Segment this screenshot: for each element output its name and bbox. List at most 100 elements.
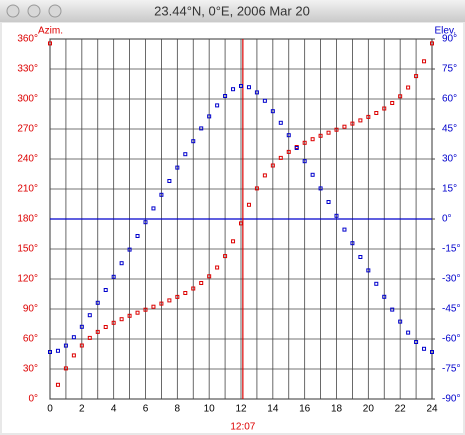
data-point [127,313,132,318]
data-point [135,310,140,315]
data-point [151,304,156,309]
data-point [135,234,140,238]
data-point [398,94,403,99]
y-tick-label: 30° [23,364,38,375]
data-point [350,121,355,126]
data-point [95,300,100,305]
data-point [414,340,419,344]
y-tick-label: 360° [17,34,38,45]
data-point [422,346,427,351]
data-point [231,87,236,92]
y2-tick-label: 60° [442,94,457,105]
y-tick-label: 210° [17,184,38,195]
y2-tick-label: 15° [442,184,457,195]
data-point [302,140,307,145]
close-button[interactable] [6,4,20,18]
data-point [55,382,60,387]
data-point [254,90,259,95]
x-tick-label: 10 [204,404,216,415]
data-point [374,111,379,115]
y2-tick-label: 45° [442,124,457,135]
y2-tick-label: 0° [442,214,452,225]
data-point [246,85,251,90]
data-point [119,317,124,322]
data-point [79,343,84,348]
y2-tick-label: 90° [442,34,457,45]
data-point [326,130,331,135]
y2-tick-label: -60° [442,334,460,345]
data-point [310,137,315,142]
data-point [63,343,68,348]
data-point [326,200,331,204]
data-point [406,85,411,90]
data-point [414,74,419,79]
data-point [350,241,355,246]
data-point [71,353,76,358]
x-tick-label: 12 [235,404,247,415]
data-point [167,298,172,303]
data-point [318,186,323,191]
x-tick-label: 4 [111,404,117,415]
data-point [231,239,236,244]
data-point [334,213,339,218]
data-point [119,261,124,266]
data-point [239,221,243,226]
y-tick-label: 300° [17,94,38,105]
minimize-button[interactable] [27,4,41,18]
legend-label: Elev. [435,26,457,37]
data-point [366,114,371,119]
x-tick-label: 6 [143,404,149,415]
data-point [87,313,92,318]
data-point [87,335,92,340]
x-tick-label: 8 [175,404,181,415]
data-point [342,227,347,232]
data-point [127,247,132,252]
data-point [215,265,220,270]
data-point [79,324,84,329]
data-point [366,268,371,273]
data-point [143,220,148,225]
data-point [183,152,188,157]
y-tick-label: 120° [17,274,38,285]
y2-tick-label: 75° [442,64,457,75]
data-point [71,335,76,340]
data-point [103,325,108,329]
data-point [199,126,204,131]
data-point [175,294,180,299]
data-point [183,291,188,295]
data-point [278,155,283,160]
y-tick-label: 60° [23,334,38,345]
data-point [342,124,347,129]
y2-tick-label: -30° [442,274,460,285]
x-tick-label: 18 [331,404,343,415]
zoom-button[interactable] [48,4,62,18]
data-point [382,294,387,299]
x-tick-label: 0 [47,404,53,415]
data-point [143,307,148,312]
data-point [103,288,108,292]
data-point [207,114,212,119]
y-tick-label: 330° [17,64,38,75]
data-point [159,301,164,306]
data-point [191,286,196,291]
data-point [48,350,52,354]
data-point [254,186,259,191]
noon-label: 12:07 [230,422,255,433]
data-point [111,320,116,325]
data-point [422,59,427,64]
data-point [95,329,100,334]
data-point [151,206,156,211]
data-point [398,319,403,324]
data-point [207,274,212,279]
y2-tick-label: -75° [442,364,460,375]
y-tick-label: 0° [28,394,38,405]
data-point [175,165,180,170]
x-tick-label: 16 [299,404,311,415]
data-point [286,149,291,154]
data-point [318,133,323,138]
data-point [358,118,363,123]
title-bar [0,0,465,22]
data-point [159,192,164,197]
data-point [223,94,228,98]
